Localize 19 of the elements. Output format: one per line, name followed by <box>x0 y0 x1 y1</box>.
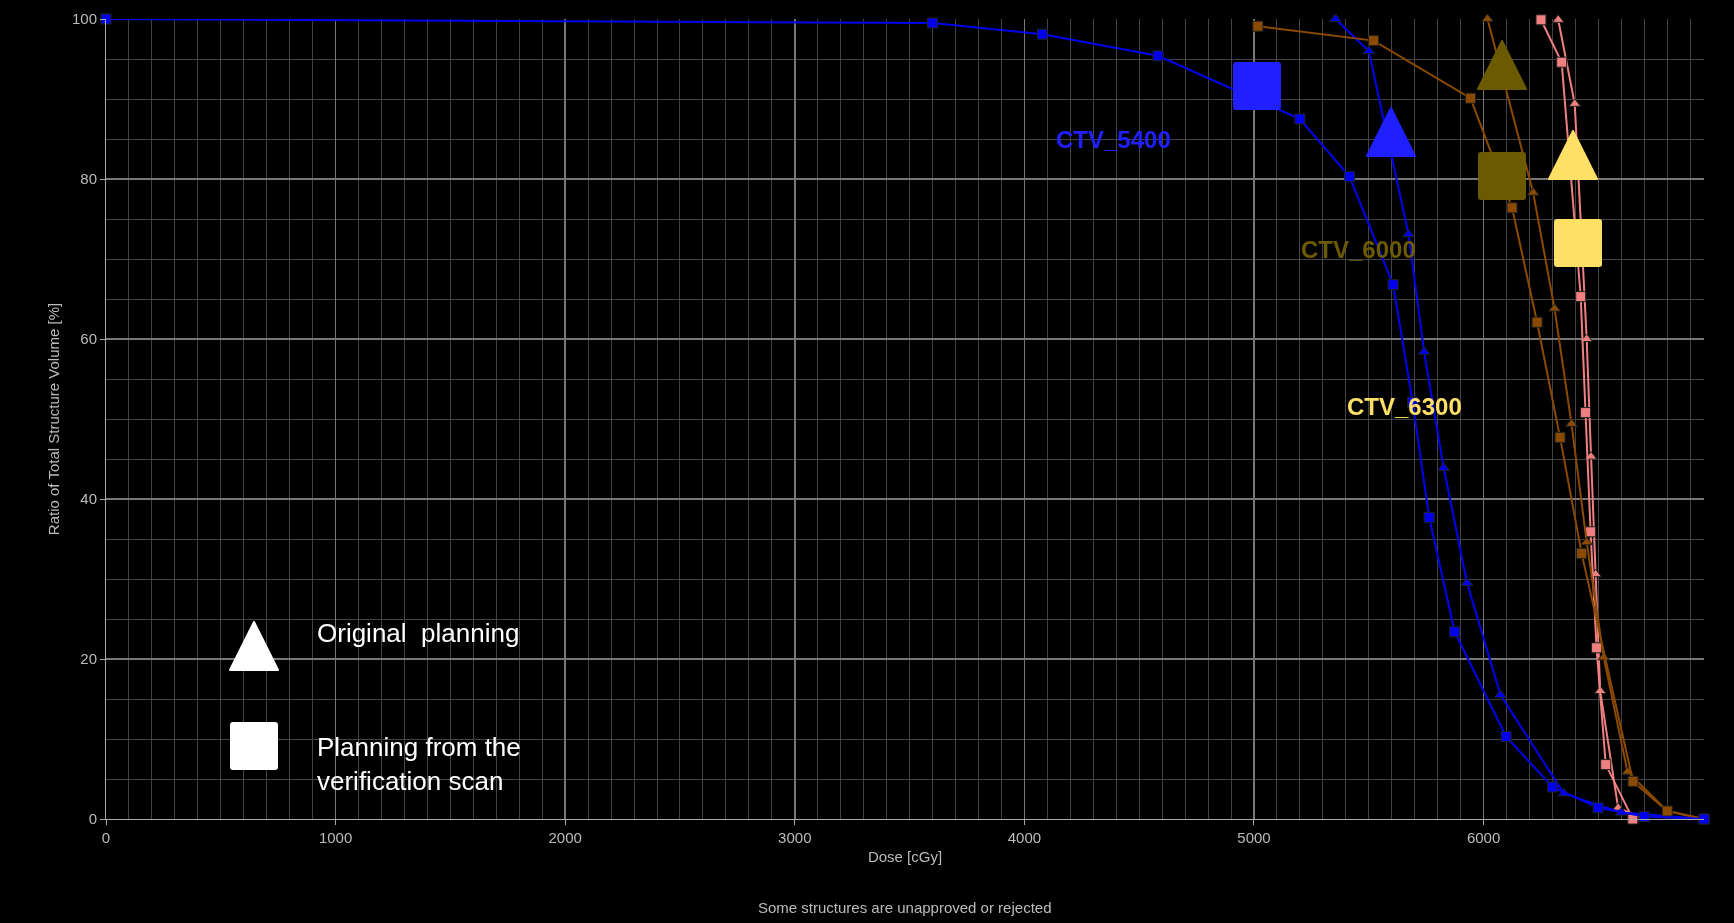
x-tick-label: 3000 <box>778 829 812 846</box>
annotation: Planning from the verification scan <box>317 732 521 796</box>
annotation: Original planning <box>317 618 520 648</box>
y-tick-label: 100 <box>71 10 97 28</box>
x-tick-label: 1000 <box>318 829 353 846</box>
y-tick-label: 40 <box>80 490 97 508</box>
y-tick-label: 60 <box>80 330 97 348</box>
x-axis-title: Dose [cGy] <box>867 848 943 865</box>
x-tick-label: 2000 <box>548 829 582 846</box>
x-tick-label: 0 <box>101 829 111 846</box>
y-axis-title: Ratio of Total Structure Volume [%] <box>45 302 63 536</box>
x-tick-label: 5000 <box>1237 829 1271 846</box>
y-tick-label: 80 <box>80 170 97 188</box>
annotation: CTV_5400 <box>1056 126 1171 153</box>
y-tick-label: 0 <box>88 810 97 828</box>
x-tick-label: 6000 <box>1466 829 1501 846</box>
y-tick-label: 20 <box>80 650 97 668</box>
x-tick-label: 4000 <box>1007 829 1042 846</box>
text: Some structures are unapproved or rejected <box>758 899 1052 916</box>
